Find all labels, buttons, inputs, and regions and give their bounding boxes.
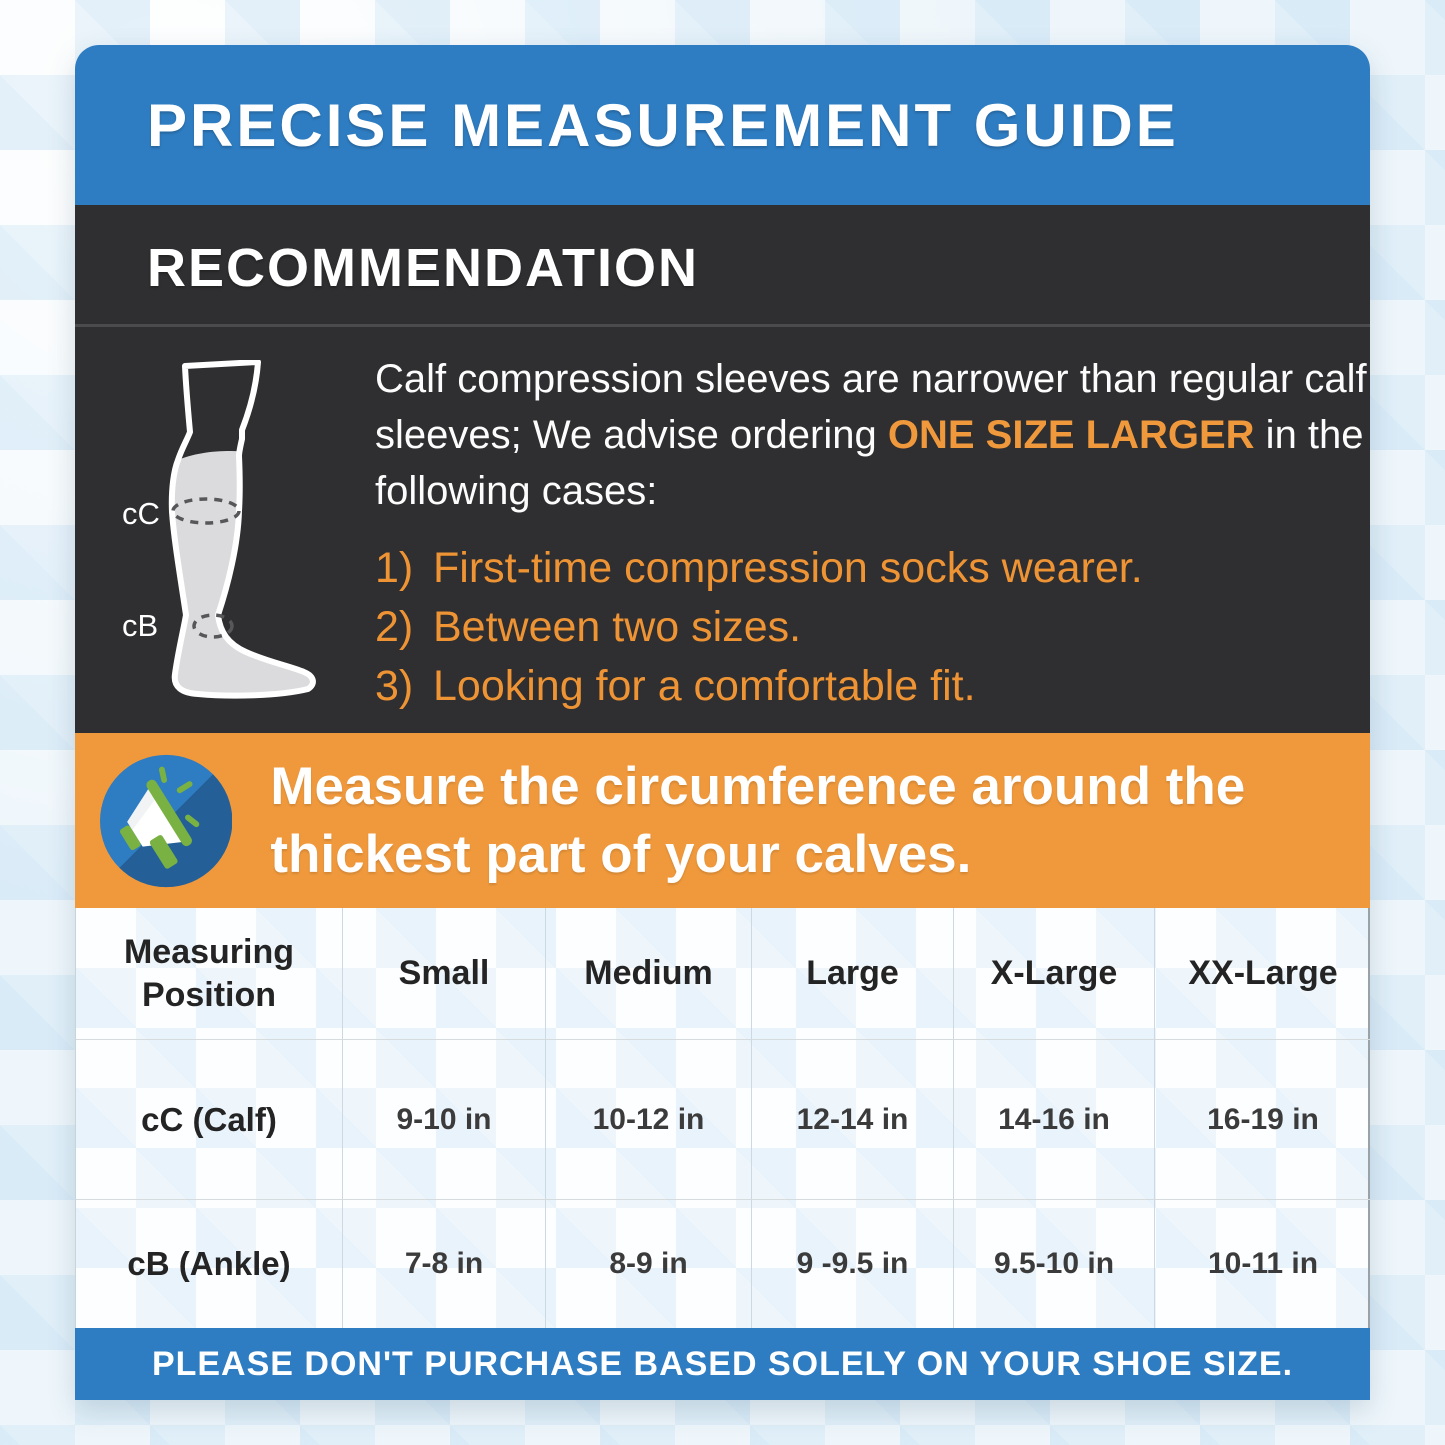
cell-ankle-large: 9 -9.5 in — [751, 1200, 953, 1328]
cell-ankle-small: 7-8 in — [342, 1200, 545, 1328]
calf-measure-label: cC — [122, 496, 160, 531]
section-divider — [75, 324, 1370, 327]
header-label: Measuring Position — [123, 933, 295, 1014]
measure-banner: Measure the circumference around the thi… — [75, 733, 1370, 908]
ankle-measure-ellipse — [192, 613, 234, 639]
recommendation-section: RECOMMENDATION cC cB — [75, 205, 1370, 733]
cell-ankle-xx-large: 10-11 in — [1154, 1200, 1371, 1328]
list-item-text: Looking for a comfortable fit. — [433, 662, 976, 710]
header-cell-small: Small — [342, 908, 545, 1040]
cell-ankle-x-large: 9.5-10 in — [953, 1200, 1154, 1328]
recommendation-list: 1) First-time compression socks wearer. … — [375, 547, 1375, 708]
size-table: Measuring Position Small Medium Large X-… — [75, 908, 1371, 1328]
footer-bar: PLEASE DON'T PURCHASE BASED SOLELY ON YO… — [75, 1328, 1370, 1400]
calf-measure-ellipse — [171, 497, 241, 525]
list-item: 3) Looking for a comfortable fit. — [375, 665, 1375, 708]
cell-calf-medium: 10-12 in — [545, 1040, 751, 1200]
cell-ankle-medium: 8-9 in — [545, 1200, 751, 1328]
guide-card: PRECISE MEASUREMENT GUIDE RECOMMENDATION — [75, 45, 1371, 1400]
header-cell-large: Large — [751, 908, 953, 1040]
list-item-text: Between two sizes. — [433, 603, 802, 651]
footer-notice: PLEASE DON'T PURCHASE BASED SOLELY ON YO… — [151, 1344, 1294, 1383]
row-label-calf: cC (Calf) — [76, 1040, 342, 1200]
paragraph-text-after: in the following cases: — [375, 413, 1364, 513]
list-item-number: 1) — [375, 544, 414, 592]
list-item-number: 3) — [375, 662, 414, 710]
recommendation-paragraph: Calf compression sleeves are narrower th… — [375, 351, 1375, 519]
leg-diagram: cC cB — [110, 360, 440, 705]
cell-calf-large: 12-14 in — [751, 1040, 953, 1200]
header-cell-measuring-position: Measuring Position — [76, 908, 342, 1040]
header-cell-medium: Medium — [545, 908, 751, 1040]
recommendation-text: Calf compression sleeves are narrower th… — [375, 351, 1375, 724]
banner-text: Measure the circumference around the thi… — [270, 757, 1246, 884]
list-item-text: First-time compression socks wearer. — [433, 544, 1143, 592]
cell-calf-xx-large: 16-19 in — [1154, 1040, 1371, 1200]
page-title: PRECISE MEASUREMENT GUIDE — [147, 91, 1179, 159]
ankle-measure-label: cB — [122, 608, 159, 643]
list-item: 1) First-time compression socks wearer. — [375, 547, 1375, 590]
paragraph-text: Calf compression sleeves are narrower th… — [375, 357, 1367, 457]
cell-calf-x-large: 14-16 in — [953, 1040, 1154, 1200]
header-cell-x-large: X-Large — [953, 908, 1154, 1040]
megaphone-icon — [100, 754, 233, 887]
row-label-ankle: cB (Ankle) — [127, 1245, 291, 1282]
list-item-number: 2) — [375, 603, 414, 651]
header-cell-xx-large: XX-Large — [1154, 908, 1371, 1040]
leg-illustration-icon — [168, 360, 316, 699]
recommendation-title: RECOMMENDATION — [147, 238, 699, 298]
cell-calf-small: 9-10 in — [342, 1040, 545, 1200]
list-item: 2) Between two sizes. — [375, 606, 1375, 649]
one-size-larger-highlight: ONE SIZE LARGER — [887, 413, 1255, 457]
header-bar: PRECISE MEASUREMENT GUIDE — [75, 45, 1370, 205]
